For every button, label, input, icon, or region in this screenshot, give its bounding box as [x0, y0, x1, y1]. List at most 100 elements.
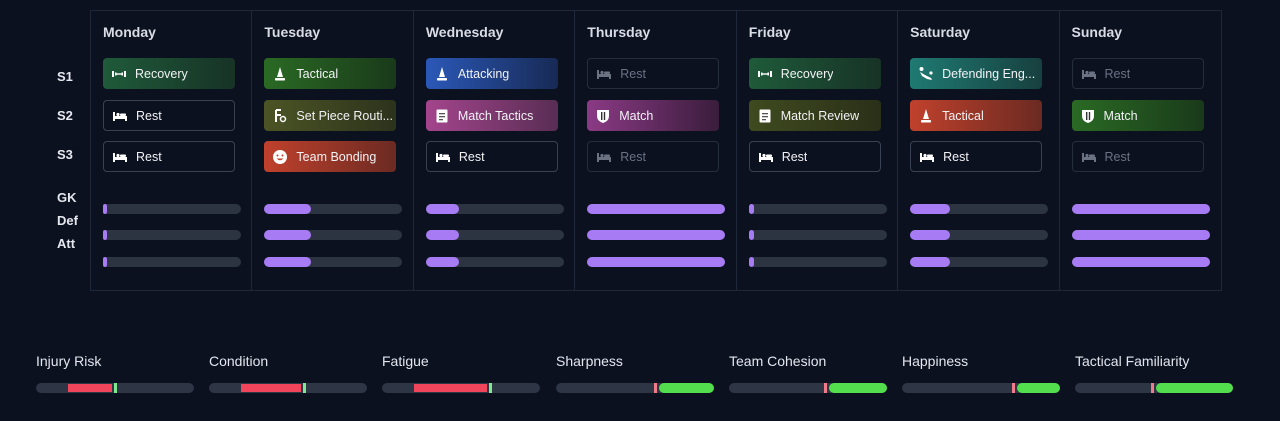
- stat-tactical-familiarity: Tactical Familiarity: [1075, 353, 1233, 393]
- row-label: GK: [57, 190, 77, 205]
- intensity-track: [264, 257, 403, 267]
- stat-track: [556, 383, 714, 393]
- session-bonding[interactable]: Team Bonding: [264, 141, 397, 172]
- session-label: Team Bonding: [296, 149, 377, 164]
- day-column-tuesday: Tuesday Tactical Set Piece Routi... Team Bo…: [252, 11, 414, 290]
- dumbbell-icon: [111, 66, 127, 82]
- session-label: Rest: [136, 149, 162, 164]
- stat-track: [729, 383, 887, 393]
- day-column-saturday: Saturday Defending Eng... Tactical Rest: [898, 11, 1060, 290]
- session-label: Match: [619, 108, 654, 123]
- intensity-track: [910, 230, 1049, 240]
- session-label: Rest: [943, 149, 969, 164]
- session-rest[interactable]: Rest: [425, 141, 558, 172]
- stat-injury-risk: Injury Risk: [36, 353, 194, 393]
- session-tactical-green[interactable]: Tactical: [264, 58, 397, 89]
- stat-marker: [824, 383, 827, 393]
- day-name: Saturday: [910, 24, 971, 40]
- stat-label: Team Cohesion: [729, 353, 827, 369]
- session-rest[interactable]: Rest: [103, 141, 235, 172]
- day-column-wednesday: Wednesday Attacking Match Tactics Rest: [414, 11, 576, 290]
- cone-icon: [272, 66, 288, 82]
- stat-happiness: Happiness: [902, 353, 1060, 393]
- intensity-fill: [264, 257, 312, 267]
- stat-label: Tactical Familiarity: [1075, 353, 1190, 369]
- intensity-track: [910, 204, 1049, 214]
- session-recovery[interactable]: Recovery: [748, 58, 881, 89]
- stat-track: [1075, 383, 1233, 393]
- intensity-fill: [587, 230, 726, 240]
- clipboard-icon: [434, 108, 450, 124]
- stat-fatigue: Fatigue: [382, 353, 540, 393]
- intensity-track: [1071, 257, 1210, 267]
- intensity-track: [264, 204, 403, 214]
- stat-sharpness: Sharpness: [556, 353, 714, 393]
- session-tactical-red[interactable]: Tactical: [910, 100, 1043, 131]
- stat-marker: [1012, 383, 1015, 393]
- stat-label: Happiness: [902, 353, 969, 369]
- dumbbell-icon: [757, 66, 773, 82]
- intensity-fill: [587, 204, 726, 214]
- session-label: Tactical: [942, 108, 984, 123]
- day-name: Monday: [103, 24, 156, 40]
- stat-marker: [114, 383, 117, 393]
- row-label: S2: [57, 108, 73, 123]
- bed-icon: [112, 149, 128, 165]
- session-rest-dim[interactable]: Rest: [587, 141, 720, 172]
- session-label: Rest: [781, 149, 808, 164]
- intensity-track: [1071, 204, 1210, 214]
- session-matchtactics[interactable]: Match Tactics: [425, 100, 558, 131]
- session-rest[interactable]: Rest: [910, 141, 1043, 172]
- bed-icon: [435, 149, 451, 165]
- session-matchreview[interactable]: Match Review: [748, 100, 881, 131]
- stat-negative-fill: [414, 384, 487, 392]
- stat-negative-fill: [241, 384, 301, 392]
- stat-positive-fill: [659, 383, 714, 393]
- day-name: Sunday: [1071, 24, 1123, 40]
- stat-marker: [654, 383, 657, 393]
- intensity-fill: [264, 230, 312, 240]
- day-name: Friday: [748, 24, 791, 40]
- bed-icon: [758, 149, 774, 165]
- session-label: Rest: [136, 108, 162, 123]
- session-attacking[interactable]: Attacking: [425, 58, 558, 89]
- intensity-fill: [1071, 257, 1210, 267]
- intensity-track: [425, 257, 564, 267]
- session-rest-dim[interactable]: Rest: [1071, 141, 1204, 172]
- tackle-icon: [918, 66, 934, 82]
- day-name: Wednesday: [425, 24, 504, 40]
- intensity-fill: [910, 204, 951, 214]
- day-column-sunday: Sunday Rest Match Rest: [1060, 11, 1221, 290]
- stat-team-cohesion: Team Cohesion: [729, 353, 887, 393]
- session-match-purple[interactable]: Match: [587, 100, 720, 131]
- session-rest[interactable]: Rest: [103, 100, 235, 131]
- stat-track: [209, 383, 367, 393]
- session-recovery[interactable]: Recovery: [103, 58, 235, 89]
- day-name: Tuesday: [264, 24, 321, 40]
- stat-marker: [303, 383, 306, 393]
- session-setpiece[interactable]: Set Piece Routi...: [264, 100, 397, 131]
- intensity-fill: [910, 257, 951, 267]
- session-label: Rest: [620, 149, 646, 164]
- session-label: Match Review: [780, 108, 860, 123]
- stat-negative-fill: [68, 384, 112, 392]
- stat-track: [382, 383, 540, 393]
- bed-icon: [596, 66, 612, 82]
- session-label: Rest: [1104, 149, 1131, 164]
- intensity-fill: [748, 204, 755, 214]
- shield-icon: [595, 108, 611, 124]
- stat-positive-fill: [1156, 383, 1233, 393]
- intensity-track: [748, 230, 887, 240]
- session-match-green[interactable]: Match: [1071, 100, 1204, 131]
- session-rest-dim[interactable]: Rest: [1071, 58, 1204, 89]
- session-rest-dim[interactable]: Rest: [587, 58, 720, 89]
- intensity-fill: [1071, 230, 1210, 240]
- row-label: S3: [57, 147, 73, 162]
- session-defending[interactable]: Defending Eng...: [910, 58, 1043, 89]
- intensity-track: [748, 257, 887, 267]
- session-label: Attacking: [457, 66, 510, 81]
- intensity-fill: [103, 257, 108, 267]
- stat-label: Injury Risk: [36, 353, 102, 369]
- session-label: Rest: [1104, 66, 1131, 81]
- session-rest[interactable]: Rest: [748, 141, 881, 172]
